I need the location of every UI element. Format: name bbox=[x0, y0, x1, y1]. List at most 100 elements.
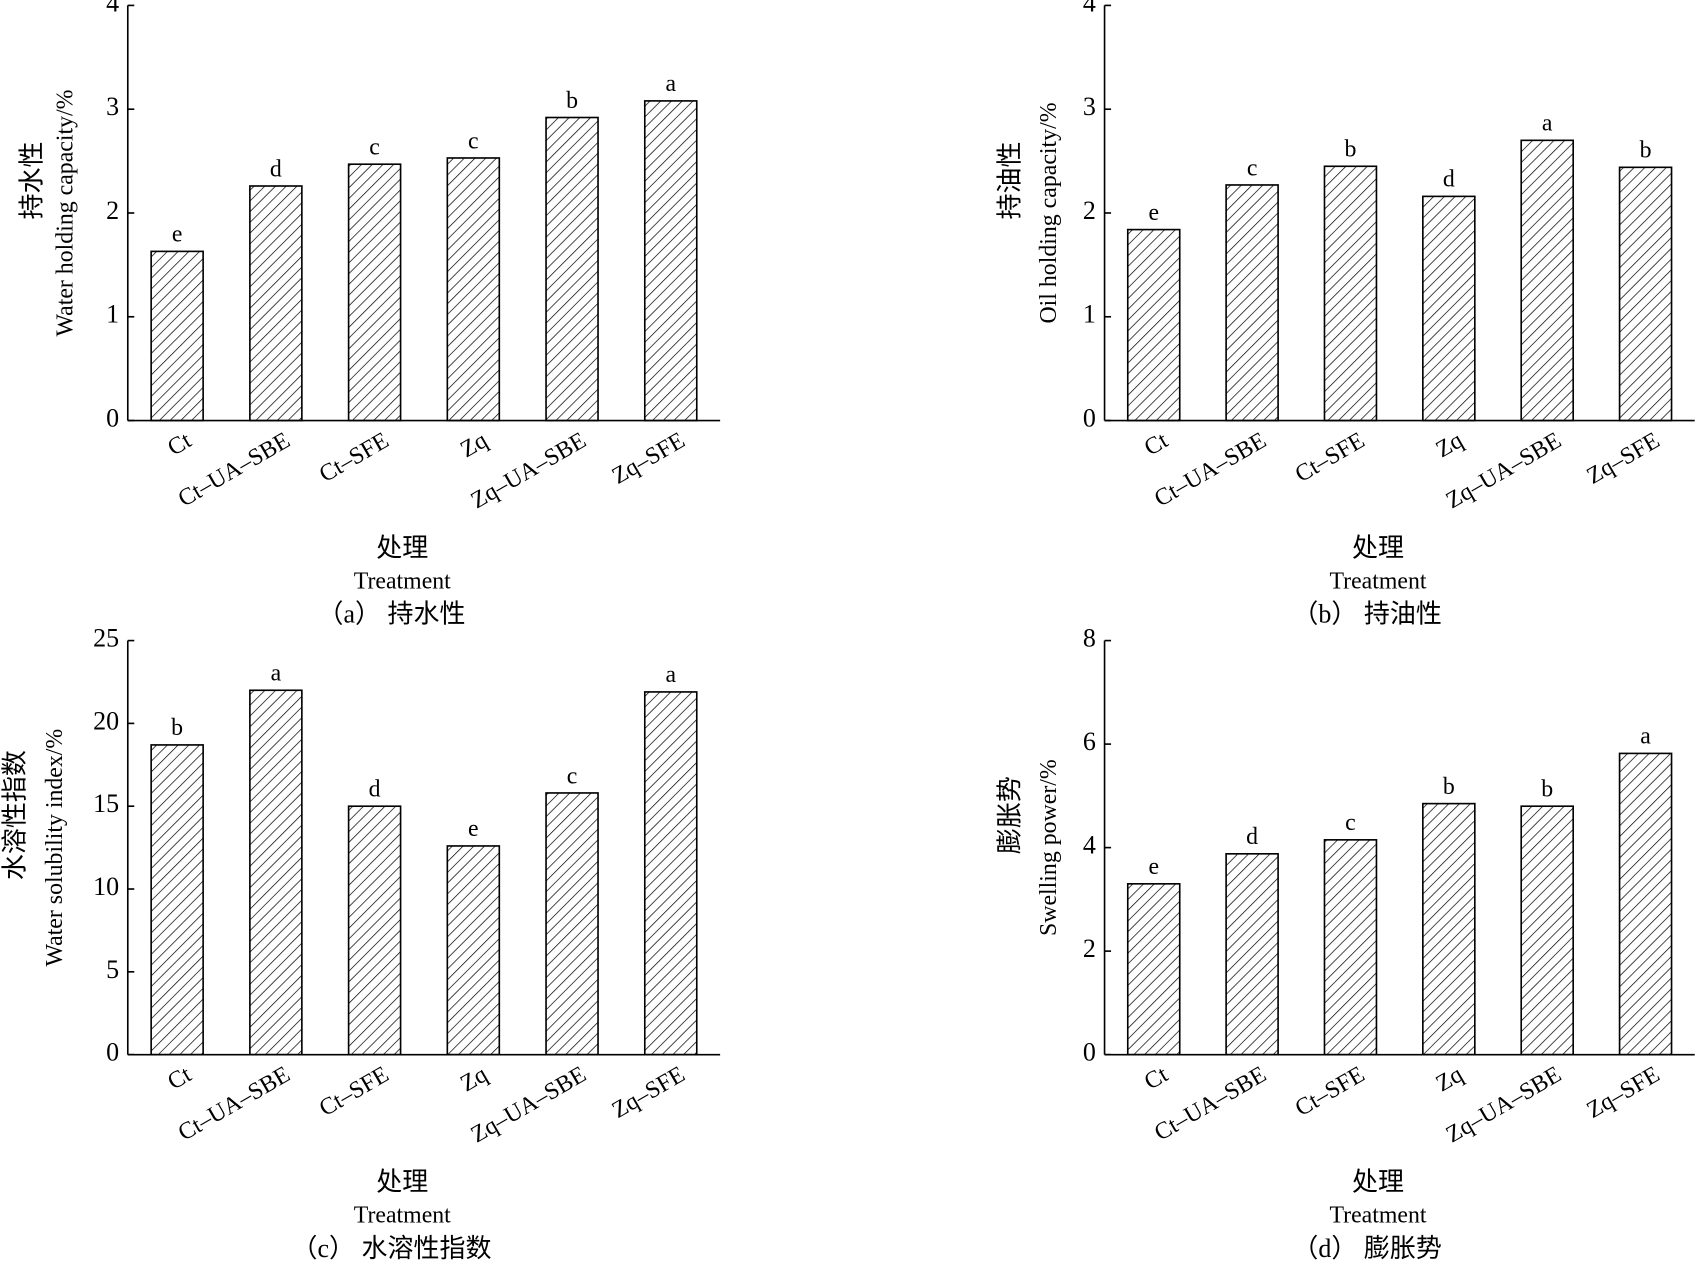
x-tick-label: Ct–SFE bbox=[315, 1062, 393, 1122]
caption: （a） 持水性 bbox=[317, 600, 465, 629]
x-axis-label: Treatment bbox=[1329, 569, 1426, 595]
bar bbox=[545, 116, 599, 422]
y-tick-label: 4 bbox=[1083, 831, 1096, 860]
x-tick-label: Ct bbox=[1140, 1061, 1173, 1095]
x-tick-label: Ct–SFE bbox=[1291, 1062, 1369, 1122]
significance-letter: e bbox=[468, 816, 479, 842]
y-axis-label: Water holding capacity/% bbox=[53, 89, 79, 336]
bar bbox=[1323, 165, 1378, 422]
bar bbox=[249, 185, 303, 422]
y-tick-label: 0 bbox=[106, 404, 119, 433]
bar bbox=[249, 689, 303, 1056]
significance-letter: a bbox=[1542, 111, 1553, 137]
y-axis-label-cn: 水溶性指数 bbox=[0, 750, 29, 880]
y-tick-label: 2 bbox=[1083, 196, 1096, 225]
x-tick-label: Ct bbox=[163, 1061, 196, 1095]
y-tick-label: 1 bbox=[1083, 300, 1096, 329]
y-tick-label: 1 bbox=[106, 300, 119, 329]
y-tick-label: 2 bbox=[106, 196, 119, 225]
bar bbox=[446, 157, 501, 422]
bar bbox=[1618, 752, 1673, 1056]
bar bbox=[1520, 805, 1574, 1056]
caption: （c） 水溶性指数 bbox=[291, 1234, 491, 1263]
significance-letter: e bbox=[1148, 854, 1159, 880]
bar bbox=[643, 100, 698, 422]
bar bbox=[446, 845, 501, 1056]
y-tick-label: 20 bbox=[93, 706, 119, 735]
x-tick-label: Zq bbox=[456, 427, 492, 463]
significance-letter: d bbox=[369, 776, 381, 802]
bar bbox=[1422, 802, 1476, 1056]
y-tick-label: 4 bbox=[106, 0, 119, 17]
significance-letter: c bbox=[1247, 155, 1258, 181]
bar bbox=[1323, 839, 1378, 1056]
y-axis-label: Swelling power/% bbox=[1036, 759, 1062, 936]
caption: （b） 持油性 bbox=[1292, 600, 1441, 629]
x-axis-label-cn: 处理 bbox=[376, 1168, 428, 1197]
significance-letter: b bbox=[171, 715, 183, 741]
bar bbox=[1225, 184, 1279, 422]
significance-letter: c bbox=[369, 134, 380, 160]
x-axis-label: Treatment bbox=[354, 569, 451, 595]
bar bbox=[347, 163, 402, 422]
y-tick-label: 2 bbox=[1083, 934, 1096, 963]
bar bbox=[347, 805, 402, 1056]
y-tick-label: 0 bbox=[106, 1038, 119, 1067]
x-tick-label: Zq–SFE bbox=[608, 1062, 690, 1124]
x-tick-label: Zq–SFE bbox=[1583, 1062, 1665, 1124]
x-tick-label: Ct–UA–SBE bbox=[174, 1062, 295, 1147]
significance-letter: e bbox=[1148, 200, 1159, 226]
bar bbox=[643, 691, 698, 1056]
significance-letter: d bbox=[1443, 167, 1455, 193]
y-tick-label: 15 bbox=[93, 789, 119, 818]
x-tick-label: Zq–SFE bbox=[1583, 427, 1665, 489]
bar bbox=[1225, 853, 1279, 1056]
y-tick-label: 8 bbox=[1083, 624, 1096, 653]
y-tick-label: 0 bbox=[1083, 404, 1096, 433]
bar bbox=[1618, 166, 1673, 422]
x-tick-label: Ct–UA–SBE bbox=[1150, 1062, 1271, 1147]
x-tick-label: Zq bbox=[1432, 427, 1468, 463]
bar bbox=[150, 744, 204, 1056]
significance-letter: a bbox=[1640, 724, 1651, 750]
x-axis-label-cn: 处理 bbox=[376, 534, 428, 563]
significance-letter: c bbox=[1345, 810, 1356, 836]
x-tick-label: Zq bbox=[456, 1062, 492, 1098]
significance-letter: b bbox=[1345, 137, 1357, 163]
significance-letter: d bbox=[1246, 824, 1258, 850]
bar bbox=[1422, 195, 1476, 422]
y-tick-label: 5 bbox=[106, 955, 119, 984]
y-axis-label: Oil holding capacity/% bbox=[1036, 102, 1062, 323]
bar bbox=[1126, 228, 1181, 422]
significance-letter: c bbox=[468, 128, 479, 154]
y-tick-label: 0 bbox=[1083, 1038, 1096, 1067]
significance-letter: a bbox=[271, 661, 282, 687]
x-axis-label: Treatment bbox=[354, 1203, 451, 1229]
bar bbox=[545, 792, 599, 1056]
x-tick-label: Ct bbox=[163, 427, 196, 461]
x-tick-label: Zq bbox=[1432, 1062, 1468, 1098]
y-axis-label-cn: 膨胀势 bbox=[995, 776, 1024, 854]
x-axis-label: Treatment bbox=[1329, 1203, 1426, 1229]
significance-letter: b bbox=[1443, 774, 1455, 800]
x-axis-label-cn: 处理 bbox=[1352, 1168, 1404, 1197]
x-tick-label: Ct–UA–SBE bbox=[1150, 427, 1271, 512]
y-tick-label: 10 bbox=[93, 872, 119, 901]
bar bbox=[1520, 139, 1574, 422]
significance-letter: b bbox=[1541, 776, 1553, 802]
y-axis-label: Water solubility index/% bbox=[42, 729, 68, 967]
bar bbox=[150, 250, 204, 422]
y-tick-label: 6 bbox=[1083, 727, 1096, 756]
x-tick-label: Ct–SFE bbox=[1291, 427, 1369, 487]
significance-letter: b bbox=[1640, 138, 1652, 164]
significance-letter: e bbox=[172, 222, 183, 248]
y-axis-label-cn: 持水性 bbox=[18, 141, 47, 219]
x-axis-label-cn: 处理 bbox=[1352, 534, 1404, 563]
significance-letter: a bbox=[665, 71, 676, 97]
y-axis-label-cn: 持油性 bbox=[995, 141, 1024, 219]
y-tick-label: 3 bbox=[1083, 92, 1096, 121]
significance-letter: d bbox=[270, 156, 282, 182]
x-tick-label: Ct–UA–SBE bbox=[174, 427, 295, 512]
